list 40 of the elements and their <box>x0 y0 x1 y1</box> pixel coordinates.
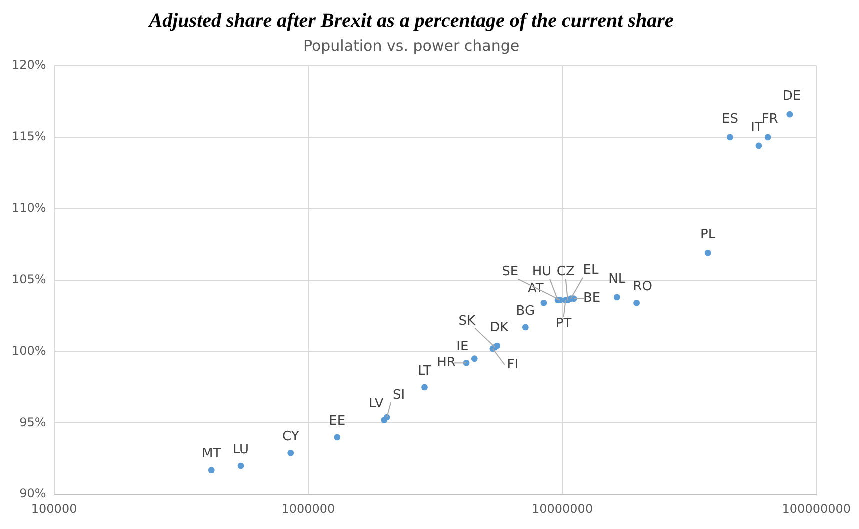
y-tick-label: 120% <box>12 58 46 72</box>
data-label: BG <box>516 304 536 319</box>
x-tick-label: 100000000 <box>782 502 852 516</box>
data-label: SI <box>393 388 406 403</box>
data-label: FI <box>507 357 519 372</box>
x-tick-label: 10000000 <box>532 502 594 516</box>
data-label: CZ <box>556 264 575 280</box>
y-tick-label: 110% <box>12 200 46 215</box>
data-label: DE <box>782 88 802 104</box>
data-label: SE <box>502 264 519 280</box>
data-label: IT <box>751 120 763 136</box>
data-label: MT <box>202 446 222 462</box>
y-tick-label: 115% <box>12 130 46 144</box>
x-tick-label: 1000000 <box>282 502 336 516</box>
y-tick-label: 105% <box>12 272 46 286</box>
data-label: HU <box>532 264 552 280</box>
data-label: DK <box>490 320 510 336</box>
data-label: PL <box>700 228 716 243</box>
data-label: HR <box>437 356 456 371</box>
data-label: SK <box>458 314 476 329</box>
data-label: AT <box>528 282 544 297</box>
data-label: IE <box>456 339 469 354</box>
data-label: LT <box>418 364 432 379</box>
data-label: CY <box>282 430 300 445</box>
chart-subtitle: Population vs. power change <box>303 36 520 55</box>
data-label: EE <box>329 414 346 429</box>
data-label: FR <box>762 112 778 127</box>
chart-title: Adjusted share after Brexit as a percentage of the current share <box>147 10 674 32</box>
data-label: PT <box>556 316 572 332</box>
data-label: BE <box>583 291 601 306</box>
data-label: LU <box>232 442 250 458</box>
data-label: RO <box>633 280 652 295</box>
data-label: EL <box>583 263 600 278</box>
y-tick-label: 95% <box>20 415 46 430</box>
y-tick-label: 90% <box>20 486 46 501</box>
y-tick-label: 100% <box>12 344 46 358</box>
data-label: LV <box>369 396 384 412</box>
data-label: ES <box>722 112 738 127</box>
x-tick-label: 100000 <box>31 502 78 516</box>
data-label: NL <box>608 272 626 287</box>
